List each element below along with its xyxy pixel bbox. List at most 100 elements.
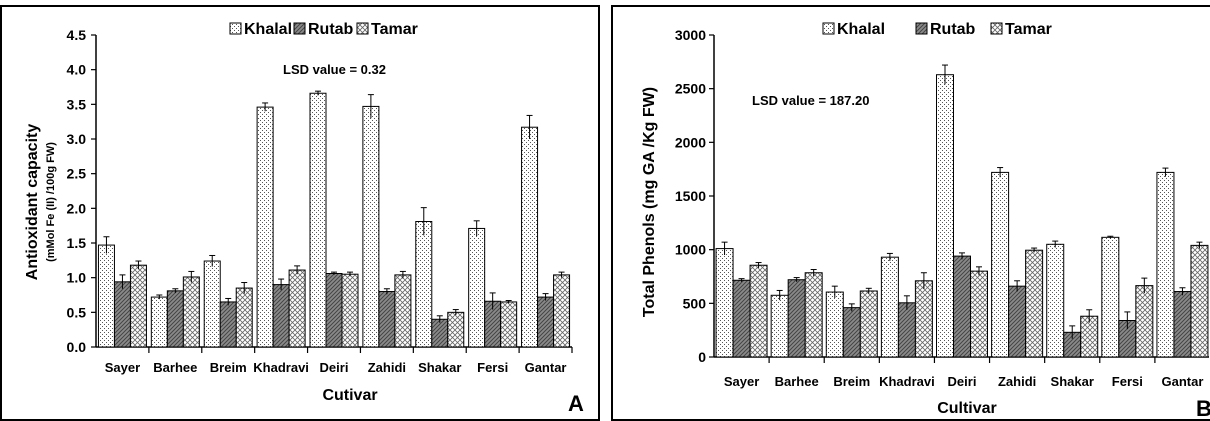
x-tick-label: Barhee — [153, 360, 197, 375]
bar-khalal-fersi — [468, 227, 486, 348]
x-tick-label: Fersi — [1112, 374, 1143, 389]
x-tick-label: Zahidi — [368, 360, 406, 375]
bar-tamar-khadravi — [288, 269, 306, 348]
y-tick-label: 1500 — [675, 188, 706, 204]
bar-rutab-sayer — [113, 281, 131, 348]
bar-rutab-zahidi — [378, 291, 396, 348]
panel-b-xlabel: Cultivar — [937, 400, 997, 417]
y-tick-label: 3000 — [675, 27, 706, 43]
y-tick-label: 2.0 — [67, 200, 87, 216]
legend-swatch-khalal — [822, 22, 835, 35]
bar-khalal-sayer — [97, 244, 115, 348]
panel-a-frame — [0, 5, 600, 421]
x-tick-label: Shakar — [418, 360, 461, 375]
y-tick-label: 4.5 — [67, 27, 87, 43]
legend-swatch-rutab — [293, 22, 306, 35]
bar-tamar-sayer — [749, 264, 768, 358]
panel-b-label: B — [1196, 396, 1210, 421]
bar-khalal-shakar — [1046, 243, 1065, 358]
x-tick-label: Sayer — [105, 360, 140, 375]
y-tick-label: 2000 — [675, 134, 706, 150]
legend-swatch-khalal — [229, 22, 242, 35]
bar-khalal-barhee — [770, 294, 789, 358]
bar-tamar-shakar — [447, 311, 465, 348]
bar-khalal-sayer — [715, 248, 734, 358]
bar-tamar-gantar — [1190, 244, 1209, 358]
x-tick-label: Breim — [210, 360, 247, 375]
x-tick-label: Fersi — [477, 360, 508, 375]
bar-khalal-gantar — [1156, 171, 1175, 358]
legend-swatch-tamar — [990, 22, 1003, 35]
panel-b-ylabel: Total Phenols (mg GA /Kg FW) — [641, 87, 658, 317]
bar-khalal-khadravi — [880, 256, 899, 358]
legend-label-tamar: Tamar — [371, 21, 418, 38]
x-tick-label: Gantar — [525, 360, 567, 375]
y-tick-label: 500 — [683, 295, 707, 311]
panel-a-ylabel-sub: (mMol Fe (II) /100g FW) — [45, 142, 57, 262]
y-tick-label: 1000 — [675, 242, 706, 258]
legend-swatch-rutab — [915, 22, 928, 35]
bar-tamar-sayer — [129, 264, 147, 348]
bar-tamar-breim — [859, 290, 878, 358]
legend-label-khalal: Khalal — [244, 21, 292, 38]
bar-tamar-zahidi — [394, 274, 412, 348]
x-tick-label: Shakar — [1051, 374, 1094, 389]
bar-rutab-gantar — [1173, 291, 1192, 358]
y-tick-label: 0.0 — [67, 339, 87, 355]
bar-rutab-breim — [842, 307, 861, 358]
bar-khalal-deiri — [309, 92, 327, 348]
legend-label-khalal: Khalal — [837, 21, 885, 38]
panel-a-label: A — [568, 391, 584, 416]
bar-tamar-zahidi — [1025, 249, 1044, 358]
panel-b-frame — [611, 5, 1210, 421]
bar-tamar-breim — [235, 287, 253, 348]
bar-tamar-gantar — [553, 274, 571, 348]
bar-khalal-breim — [825, 291, 844, 358]
bar-khalal-gantar — [521, 126, 539, 348]
x-tick-label: Gantar — [1161, 374, 1203, 389]
y-tick-label: 0.5 — [67, 304, 87, 320]
bar-khalal-shakar — [415, 221, 433, 348]
bar-khalal-khadravi — [256, 106, 274, 348]
bar-rutab-shakar — [431, 318, 449, 348]
x-tick-label: Barhee — [775, 374, 819, 389]
legend-label-rutab: Rutab — [308, 21, 354, 38]
x-tick-label: Deiri — [948, 374, 977, 389]
bar-tamar-barhee — [804, 272, 823, 358]
x-tick-label: Sayer — [724, 374, 759, 389]
y-tick-label: 0 — [698, 349, 706, 365]
bar-rutab-barhee — [787, 279, 806, 358]
y-tick-label: 1.0 — [67, 270, 87, 286]
x-tick-label: Khadravi — [879, 374, 935, 389]
bar-rutab-breim — [219, 301, 237, 348]
bar-tamar-fersi — [1135, 285, 1154, 358]
x-tick-label: Khadravi — [253, 360, 309, 375]
bar-rutab-gantar — [537, 296, 555, 348]
x-tick-label: Deiri — [320, 360, 349, 375]
y-tick-label: 4.0 — [67, 62, 87, 78]
legend-label-rutab: Rutab — [930, 21, 976, 38]
panel-b-annotation: LSD value = 187.20 — [752, 93, 869, 108]
legend-label-tamar: Tamar — [1005, 21, 1052, 38]
x-tick-label: Breim — [833, 374, 870, 389]
y-tick-label: 2.5 — [67, 166, 87, 182]
y-tick-label: 2500 — [675, 81, 706, 97]
bar-rutab-khadravi — [272, 284, 290, 348]
bar-tamar-khadravi — [914, 280, 933, 358]
bar-khalal-fersi — [1101, 236, 1120, 358]
bar-tamar-deiri — [970, 270, 988, 358]
bar-khalal-breim — [203, 260, 221, 348]
bar-rutab-deiri — [325, 273, 343, 348]
bar-rutab-sayer — [732, 279, 751, 358]
bar-khalal-barhee — [150, 296, 168, 348]
legend-swatch-tamar — [356, 22, 369, 35]
bar-rutab-deiri — [953, 255, 971, 358]
bar-rutab-khadravi — [897, 302, 916, 358]
bar-khalal-zahidi — [991, 171, 1010, 358]
bar-rutab-barhee — [166, 290, 184, 348]
panel-a-xlabel: Cutivar — [322, 387, 377, 404]
bar-rutab-zahidi — [1008, 285, 1027, 358]
y-tick-label: 1.5 — [67, 235, 87, 251]
bar-khalal-deiri — [936, 74, 954, 358]
